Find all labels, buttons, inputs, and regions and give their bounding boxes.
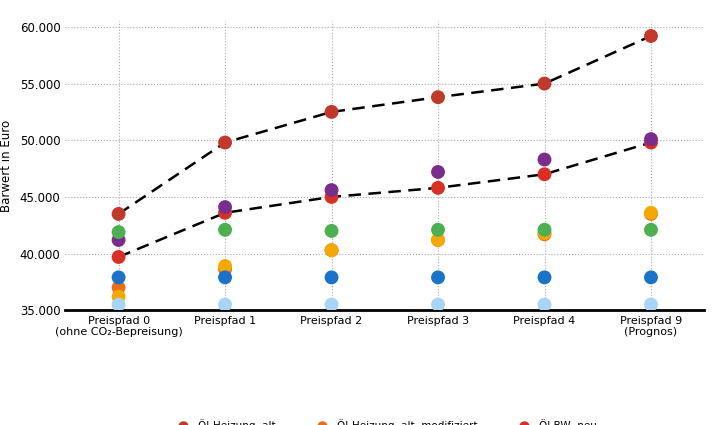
Point (326, 227, 338, 234)
Point (432, 301, 444, 308)
Legend: Öl-Heizung, alt, Öl-BW+Solar, neu, Elektro-L/W-WP, neu, Öl-Heizung, alt, modifiz: Öl-Heizung, alt, Öl-BW+Solar, neu, Elekt… (173, 419, 597, 425)
Y-axis label: Barwert in Euro: Barwert in Euro (0, 120, 13, 212)
Point (113, 301, 124, 308)
Point (645, 136, 657, 142)
Point (432, 274, 444, 281)
Point (432, 237, 444, 244)
Point (432, 227, 444, 233)
Point (645, 274, 657, 281)
Point (539, 231, 550, 238)
Point (645, 33, 657, 40)
Point (539, 227, 550, 233)
Point (326, 247, 338, 254)
Point (113, 293, 124, 300)
Point (219, 301, 231, 308)
Point (539, 230, 550, 237)
Point (326, 193, 338, 200)
Point (113, 254, 124, 261)
Point (219, 227, 231, 233)
Point (326, 301, 338, 308)
Point (645, 210, 657, 216)
Point (326, 108, 338, 115)
Point (113, 210, 124, 217)
Point (539, 301, 550, 308)
Point (113, 229, 124, 235)
Point (113, 237, 124, 244)
Point (645, 227, 657, 233)
Point (219, 139, 231, 146)
Point (432, 94, 444, 101)
Point (645, 139, 657, 146)
Point (539, 274, 550, 281)
Point (219, 204, 231, 210)
Point (432, 169, 444, 176)
Point (432, 184, 444, 191)
Point (113, 284, 124, 291)
Point (432, 237, 444, 244)
Point (326, 247, 338, 254)
Point (539, 156, 550, 163)
Point (219, 210, 231, 216)
Point (219, 274, 231, 281)
Point (219, 266, 231, 273)
Point (326, 274, 338, 281)
Point (113, 274, 124, 281)
Point (326, 187, 338, 193)
Point (645, 210, 657, 217)
Point (219, 263, 231, 269)
Point (539, 80, 550, 87)
Point (645, 301, 657, 308)
Point (539, 171, 550, 178)
